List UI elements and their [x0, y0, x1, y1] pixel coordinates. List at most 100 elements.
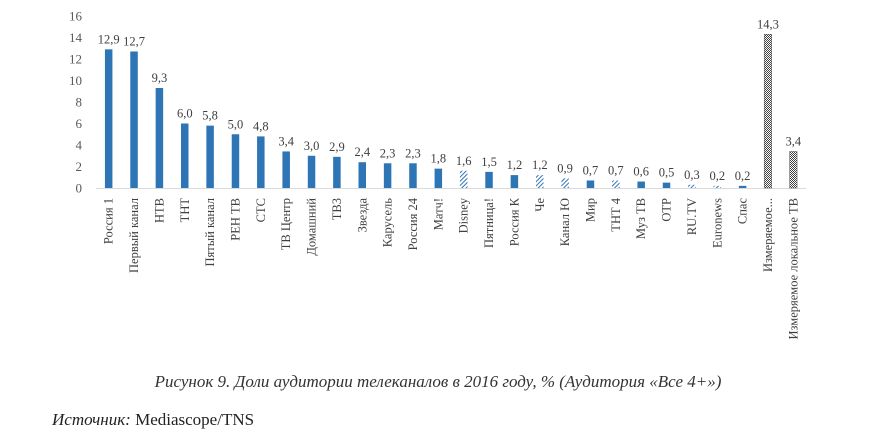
bars-group: 12,9 Россия 1 12,7 Первый канал 9,3 НТВ 6,0 ТНТ…	[98, 17, 802, 339]
category-label: Россия К	[507, 197, 521, 246]
bar-value-label: 5,0	[228, 117, 244, 131]
bar	[789, 151, 798, 189]
bar-value-label: 0,7	[583, 163, 599, 177]
y-tick-label: 4	[76, 138, 83, 153]
bar	[662, 182, 671, 188]
category-label: Матч!	[431, 198, 445, 230]
y-axis: 0 2 4 6 8 10 12 14 16	[69, 9, 83, 196]
bar-value-label: 1,6	[456, 154, 472, 168]
bar-value-label: 0,2	[709, 169, 725, 183]
category-label: Измеряемое...	[761, 198, 775, 272]
category-label: Спас	[736, 198, 750, 225]
bar-value-label: 0,7	[608, 163, 624, 177]
bar-value-label: 5,8	[202, 109, 218, 123]
bar	[307, 155, 316, 188]
bar	[155, 88, 164, 188]
category-label: Пятый канал	[203, 198, 217, 266]
y-tick-label: 16	[69, 9, 83, 24]
bar-value-label: 3,4	[278, 134, 294, 148]
source-line: Источник: Mediascope/TNS	[52, 410, 254, 430]
category-label: Измеряемое локальное ТВ	[786, 198, 800, 340]
bar	[510, 175, 519, 188]
category-label: Euronews	[710, 198, 724, 248]
bar	[257, 136, 265, 188]
category-label: ТНТ	[178, 198, 192, 223]
bar	[206, 125, 214, 188]
bar-value-label: 6,0	[177, 107, 193, 121]
bar-value-label: 2,3	[405, 146, 421, 160]
category-label: Первый канал	[127, 198, 141, 273]
category-label: RU.TV	[685, 198, 699, 235]
category-label: Пятница!	[482, 198, 496, 248]
bar-value-label: 3,0	[304, 139, 320, 153]
bar	[536, 175, 544, 188]
bar-value-label: 0,2	[735, 169, 751, 183]
category-label: РЕН ТВ	[228, 198, 242, 241]
y-tick-label: 8	[76, 95, 83, 110]
bar-value-label: 12,7	[123, 34, 145, 48]
category-label: Звезда	[355, 198, 369, 233]
bar-value-label: 1,5	[481, 155, 497, 169]
bar	[485, 171, 493, 188]
bar	[181, 123, 189, 188]
source-value: Mediascope/TNS	[130, 410, 255, 429]
figure-caption: Рисунок 9. Доли аудитории телеканалов в …	[154, 372, 722, 391]
category-label: СТС	[254, 198, 268, 222]
bar-value-label: 0,9	[557, 161, 573, 175]
source-label: Источник:	[52, 410, 131, 429]
bar	[637, 181, 645, 188]
bar	[612, 180, 620, 188]
bar	[104, 49, 113, 189]
y-tick-label: 6	[76, 116, 83, 131]
category-label: Муз ТВ	[634, 198, 648, 239]
category-label: ТВ3	[330, 198, 344, 220]
bar-value-label: 2,9	[329, 140, 345, 154]
bar-value-label: 14,3	[757, 17, 779, 31]
bar	[688, 184, 696, 188]
bar-value-label: 4,8	[253, 119, 269, 133]
bar	[282, 151, 290, 188]
bar	[409, 163, 417, 188]
y-tick-label: 2	[76, 159, 83, 174]
category-label: Россия 24	[406, 197, 420, 250]
bar-value-label: 3,4	[786, 134, 802, 148]
y-tick-label: 12	[69, 52, 82, 67]
category-label: ТНТ 4	[609, 197, 623, 231]
bar	[763, 34, 772, 189]
bar-value-label: 9,3	[152, 71, 168, 85]
bar-value-label: 0,3	[684, 168, 700, 182]
bar-value-label: 1,8	[431, 152, 447, 166]
category-label: НТВ	[152, 198, 166, 223]
category-label: Карусель	[381, 198, 395, 248]
bar	[738, 185, 747, 188]
category-label: Че	[533, 198, 547, 212]
category-label: Канал Ю	[558, 198, 572, 246]
bar	[434, 168, 443, 188]
bar-value-label: 1,2	[507, 158, 523, 172]
bar-value-label: 0,5	[659, 166, 675, 180]
category-label: Домашний	[305, 198, 319, 256]
bar	[561, 178, 569, 188]
category-label: Россия 1	[102, 198, 116, 244]
bar	[358, 162, 366, 188]
y-tick-label: 10	[69, 73, 82, 88]
bar	[333, 156, 341, 188]
bar	[586, 180, 595, 188]
bar	[383, 163, 392, 188]
category-label: Мир	[583, 198, 597, 222]
bar	[459, 170, 468, 188]
bar-value-label: 1,2	[532, 158, 548, 172]
bar-value-label: 2,4	[354, 145, 370, 159]
category-label: ОТР	[660, 198, 674, 222]
bar-value-label: 2,3	[380, 146, 396, 160]
bar	[231, 134, 240, 188]
bar	[713, 185, 721, 188]
bar-chart: 0 2 4 6 8 10 12 14 16 12,9 Россия 1 12,7 Первый кан…	[69, 9, 806, 340]
bar-value-label: 0,6	[633, 165, 649, 179]
y-tick-label: 0	[76, 181, 83, 196]
bar-value-label: 12,9	[98, 32, 120, 46]
bar	[130, 51, 138, 188]
category-label: ТВ Центр	[279, 198, 293, 250]
y-tick-label: 14	[69, 30, 83, 45]
category-label: Disney	[457, 197, 471, 233]
